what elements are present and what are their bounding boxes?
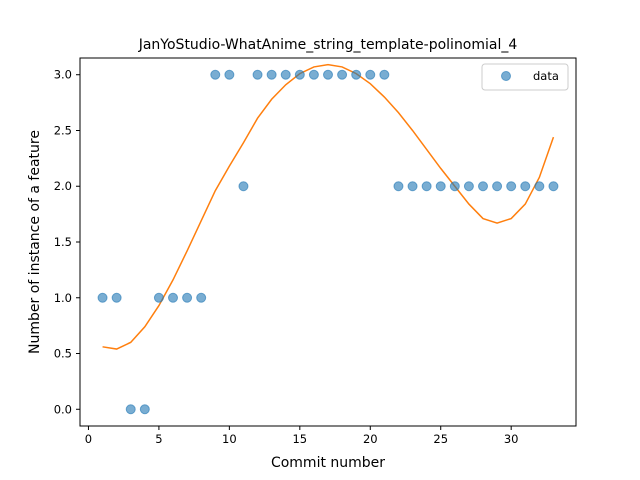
data-point (153, 292, 164, 303)
y-axis: 0.0 0.5 1.0 1.5 2.0 2.5 3.0 (54, 68, 80, 416)
data-point (111, 292, 122, 303)
data-point (506, 181, 517, 192)
data-point (365, 69, 376, 80)
x-axis-label: Commit number (271, 455, 385, 471)
data-point (323, 69, 333, 80)
data-point (449, 181, 460, 192)
x-tick-label: 5 (155, 432, 162, 446)
legend-marker (501, 71, 511, 81)
data-point (280, 69, 291, 80)
x-tick-label: 25 (433, 432, 448, 446)
x-tick-label: 0 (85, 432, 92, 446)
data-point (393, 181, 404, 192)
plot-area (79, 57, 577, 427)
data-point (534, 181, 545, 192)
x-tick-label: 10 (222, 432, 237, 446)
y-tick-label: 0.5 (54, 347, 72, 361)
y-tick-label: 1.0 (54, 291, 72, 305)
fit-curve (102, 63, 555, 350)
chart-title: JanYoStudio-WhatAnime_string_template-po… (138, 37, 518, 53)
data-point (435, 181, 446, 192)
data-point (478, 181, 488, 192)
data-point (224, 69, 235, 80)
y-tick-label: 2.0 (54, 179, 72, 193)
data-point (210, 69, 221, 80)
data-point (168, 292, 178, 303)
legend-box (481, 63, 569, 91)
data-point (407, 181, 418, 192)
legend-label: data (533, 69, 559, 83)
y-tick-label: 2.5 (54, 123, 72, 137)
x-tick-label: 15 (292, 432, 307, 446)
data-point (294, 69, 305, 80)
data-point (421, 181, 432, 192)
plot-frame (79, 57, 577, 427)
y-axis-label: Number of instance of a feature (27, 130, 43, 354)
data-point (97, 292, 108, 303)
data-point (196, 292, 207, 303)
data-point (492, 181, 503, 192)
x-tick-label: 20 (363, 432, 378, 446)
data-point (520, 181, 531, 192)
data-point (548, 181, 559, 192)
data-point (238, 181, 249, 192)
data-point (337, 69, 348, 80)
data-point (379, 69, 390, 80)
data-point (308, 69, 319, 80)
data-point (351, 69, 362, 80)
y-tick-label: 1.5 (54, 235, 72, 249)
y-tick-label: 3.0 (54, 68, 72, 82)
data-point (252, 69, 263, 80)
x-axis: 0 5 10 15 20 25 30 (85, 426, 519, 446)
x-tick-label: 30 (504, 432, 519, 446)
data-point (139, 404, 150, 415)
legend: data (481, 63, 569, 91)
y-tick-label: 0.0 (54, 402, 72, 416)
data-point (125, 404, 136, 415)
data-point (182, 292, 193, 303)
data-point (463, 181, 474, 192)
data-point (266, 69, 277, 80)
